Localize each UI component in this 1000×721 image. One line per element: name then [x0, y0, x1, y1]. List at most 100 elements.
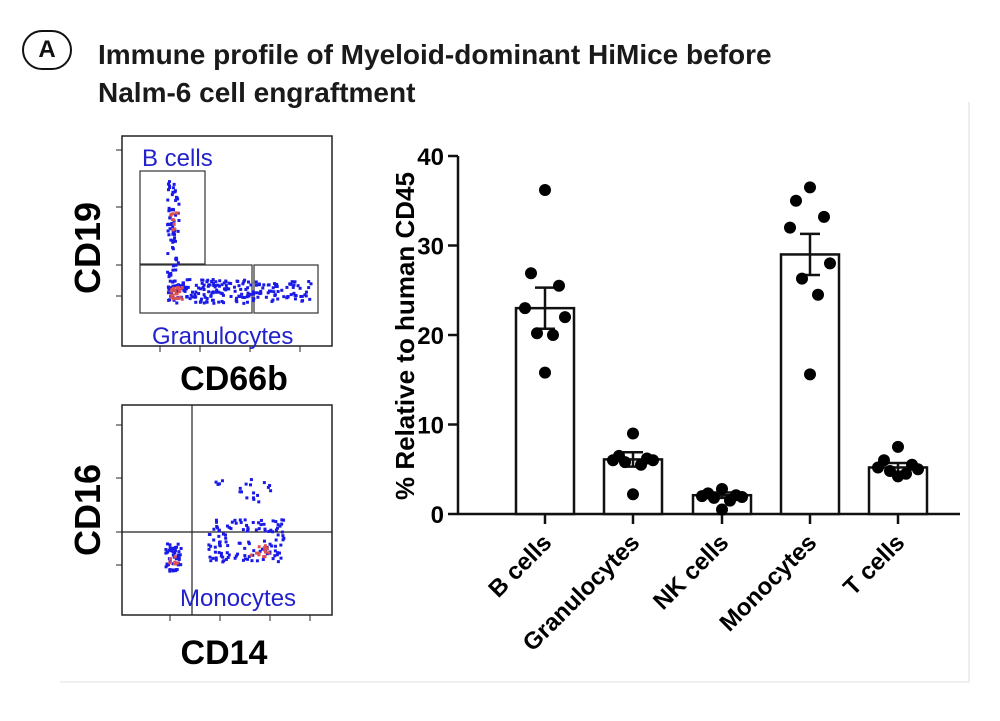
event-dot: [237, 294, 241, 298]
event-dot: [304, 294, 308, 298]
event-dot: [174, 268, 178, 272]
event-dot: [184, 285, 188, 289]
event-dot: [291, 285, 295, 289]
event-dot: [242, 301, 246, 305]
event-dot: [251, 298, 255, 302]
event-dot: [185, 295, 189, 299]
event-dot: [167, 275, 171, 279]
event-dot: [266, 291, 270, 295]
event-dot: [243, 278, 247, 282]
event-dot: [210, 280, 214, 284]
event-dot: [168, 216, 172, 220]
event-dot: [170, 193, 174, 197]
event-dot: [237, 284, 241, 288]
event-dot: [239, 287, 243, 291]
event-dot: [176, 261, 180, 265]
event-dot: [188, 278, 192, 282]
event-dot: [270, 299, 274, 303]
event-dot: [172, 218, 176, 222]
event-dot: [272, 290, 276, 294]
flow-plot-1-y-label: CD19: [67, 202, 108, 294]
event-dot: [276, 290, 280, 294]
event-dot: [170, 291, 174, 295]
event-dot: [177, 287, 181, 291]
event-dot: [170, 289, 174, 293]
event-dot: [206, 284, 210, 288]
event-dot: [217, 290, 221, 294]
event-dot: [244, 287, 248, 291]
event-dot: [292, 283, 296, 287]
event-dot: [212, 284, 216, 288]
event-dot: [174, 213, 178, 217]
event-dot: [166, 222, 170, 226]
event-dot: [245, 300, 249, 304]
event-dot: [171, 284, 175, 288]
event-dot: [273, 293, 277, 297]
event-dot: [174, 263, 178, 267]
event-dot: [202, 288, 206, 292]
event-dot: [167, 206, 171, 210]
event-dot: [171, 228, 175, 232]
event-dot: [198, 300, 202, 304]
event-dot: [292, 291, 296, 295]
event-dot: [169, 213, 173, 217]
event-dot: [308, 297, 312, 301]
event-dot: [197, 286, 201, 290]
event-dot: [218, 279, 222, 283]
figure-title: Immune profile of Myeloid-dominant HiMic…: [98, 36, 958, 112]
event-dot: [296, 284, 300, 288]
event-dot: [166, 285, 170, 289]
event-dot: [236, 280, 240, 284]
flow-plot-1-x-label: CD66b: [180, 360, 288, 398]
event-dot: [171, 190, 175, 194]
event-dot: [181, 283, 185, 287]
event-dot: [205, 296, 209, 300]
event-dot: [171, 225, 175, 229]
event-dot: [185, 278, 189, 282]
event-dot: [286, 295, 290, 299]
event-dot: [186, 285, 190, 289]
event-dot: [179, 284, 183, 288]
event-dot: [240, 292, 244, 296]
event-dot: [309, 282, 313, 286]
event-dot: [202, 283, 206, 287]
event-dot: [300, 294, 304, 298]
event-dot: [290, 280, 294, 284]
event-dot: [173, 232, 177, 236]
event-dot: [207, 290, 211, 294]
event-dot: [173, 227, 177, 231]
event-dot: [248, 292, 252, 296]
event-dot: [294, 294, 298, 298]
event-dot: [257, 282, 261, 286]
event-dot: [215, 288, 219, 292]
event-dot: [271, 298, 275, 302]
event-dot: [194, 295, 198, 299]
event-dot: [167, 298, 171, 302]
event-dot: [166, 229, 170, 233]
event-dot: [209, 294, 213, 298]
event-dot: [169, 223, 173, 227]
gate-granulocytes-right: [253, 264, 319, 314]
event-dot: [189, 293, 193, 297]
event-dot: [298, 286, 302, 290]
event-dot: [220, 299, 224, 303]
event-dot: [210, 291, 214, 295]
event-dot: [166, 270, 170, 274]
event-dot: [171, 297, 175, 301]
event-dot: [197, 292, 201, 296]
event-dot: [301, 299, 305, 303]
event-dot: [282, 295, 286, 299]
event-dot: [202, 293, 206, 297]
event-dot: [247, 280, 251, 284]
event-dot: [212, 281, 216, 285]
event-dot: [171, 212, 175, 216]
event-dot: [168, 279, 172, 283]
event-dot: [275, 284, 279, 288]
event-dot: [178, 290, 182, 294]
event-dot: [267, 283, 271, 287]
event-dot: [216, 283, 220, 287]
event-dot: [255, 291, 259, 295]
event-dot: [200, 281, 204, 285]
event-dot: [172, 222, 176, 226]
